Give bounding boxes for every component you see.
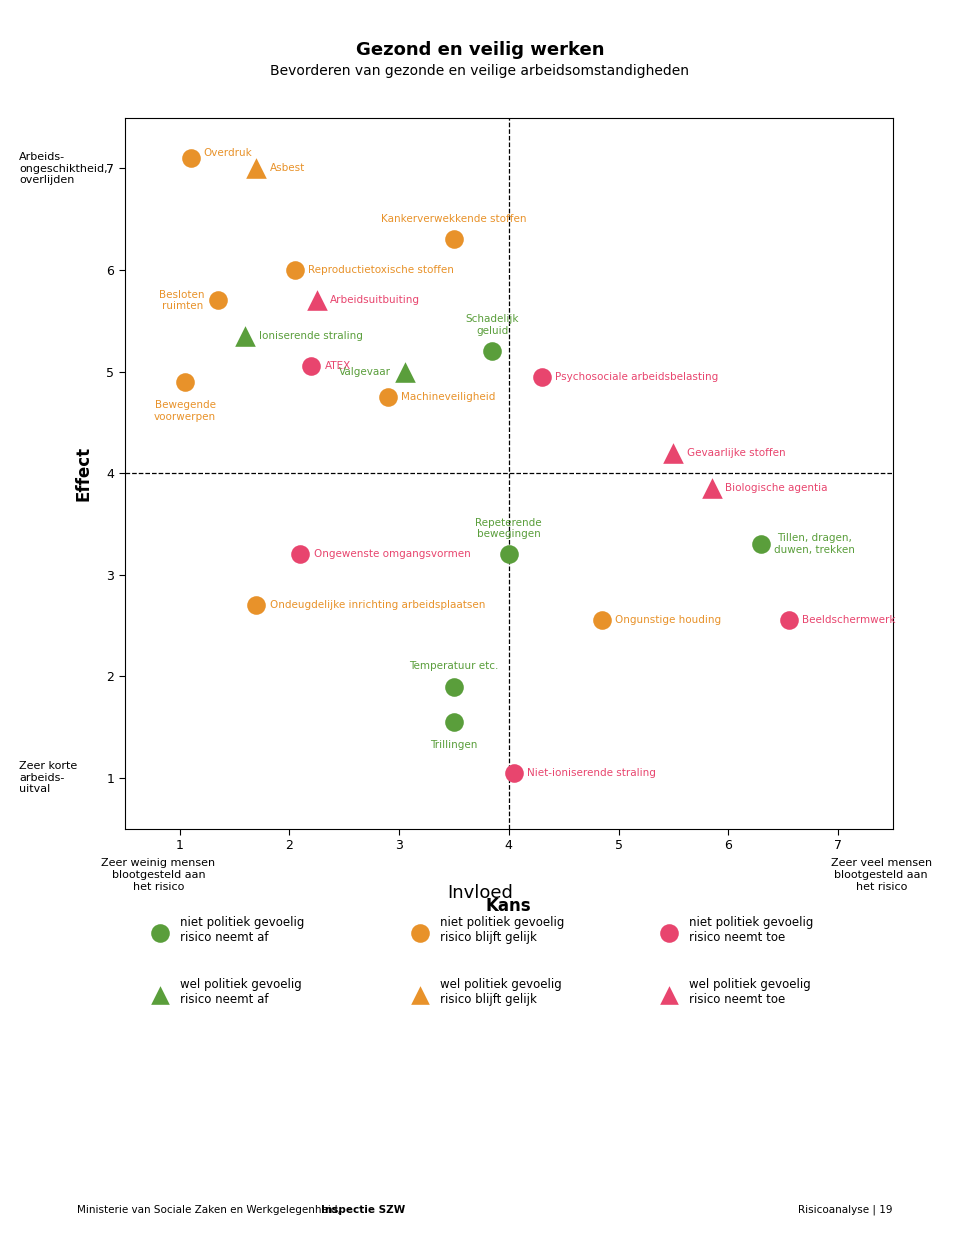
Point	[396, 361, 412, 381]
Point	[412, 923, 427, 943]
Text: Tillen, dragen,
duwen, trekken: Tillen, dragen, duwen, trekken	[775, 533, 855, 555]
Text: wel politiek gevoelig
risico neemt af: wel politiek gevoelig risico neemt af	[180, 978, 302, 1006]
Point	[153, 985, 168, 1004]
Point	[446, 713, 462, 732]
Point	[412, 985, 427, 1004]
Text: wel politiek gevoelig
risico blijft gelijk: wel politiek gevoelig risico blijft geli…	[440, 978, 562, 1006]
Text: Gezond en veilig werken: Gezond en veilig werken	[356, 41, 604, 59]
Text: Niet-ioniserende straling: Niet-ioniserende straling	[527, 768, 657, 778]
Point	[210, 291, 226, 310]
Point	[661, 985, 677, 1004]
Text: Valgevaar: Valgevaar	[340, 366, 392, 376]
Point	[534, 366, 549, 386]
Text: Besloten
ruimten: Besloten ruimten	[159, 289, 204, 312]
Text: Risicoanalyse | 19: Risicoanalyse | 19	[799, 1205, 893, 1215]
Point	[501, 544, 516, 564]
Text: Overdruk: Overdruk	[204, 148, 252, 158]
Text: Inspectie SZW: Inspectie SZW	[322, 1205, 406, 1215]
Point	[661, 923, 677, 943]
Text: Machineveiligheid: Machineveiligheid	[401, 392, 495, 402]
Point	[249, 595, 264, 615]
Text: Schadelijk
geluid: Schadelijk geluid	[466, 314, 519, 336]
Point	[754, 534, 769, 554]
Point	[446, 230, 462, 250]
Point	[153, 923, 168, 943]
Point	[704, 479, 719, 499]
Text: Kankerverwekkende stoffen: Kankerverwekkende stoffen	[381, 214, 527, 224]
Point	[293, 544, 308, 564]
Text: Psychosociale arbeidsbelasting: Psychosociale arbeidsbelasting	[555, 371, 718, 382]
Text: Repeterende
bewegingen: Repeterende bewegingen	[475, 517, 542, 539]
Text: Arbeidsuitbuiting: Arbeidsuitbuiting	[330, 296, 420, 306]
Text: Bewegende
voorwerpen: Bewegende voorwerpen	[155, 400, 216, 422]
Text: Temperatuur etc.: Temperatuur etc.	[409, 662, 498, 672]
Point	[287, 260, 302, 280]
Text: Ioniserende straling: Ioniserende straling	[258, 332, 363, 341]
Point	[249, 158, 264, 178]
Text: Ongewenste omgangsvormen: Ongewenste omgangsvormen	[314, 549, 470, 559]
Text: Gevaarlijke stoffen: Gevaarlijke stoffen	[686, 448, 785, 458]
Point	[446, 677, 462, 696]
Text: Zeer korte
arbeids-
uitval: Zeer korte arbeids- uitval	[19, 761, 78, 794]
Text: Arbeids-
ongeschiktheid,
overlijden: Arbeids- ongeschiktheid, overlijden	[19, 152, 108, 186]
Point	[380, 387, 396, 407]
Text: Reproductietoxische stoffen: Reproductietoxische stoffen	[308, 265, 454, 275]
Text: Beeldschermwerk: Beeldschermwerk	[802, 616, 896, 626]
Point	[665, 443, 681, 463]
Point	[178, 372, 193, 392]
Text: Invloed: Invloed	[447, 884, 513, 903]
Point	[183, 148, 199, 168]
Point	[594, 611, 610, 631]
Point	[303, 356, 319, 376]
Text: Zeer veel mensen
blootgesteld aan
het risico: Zeer veel mensen blootgesteld aan het ri…	[830, 858, 932, 892]
Text: niet politiek gevoelig
risico neemt af: niet politiek gevoelig risico neemt af	[180, 917, 305, 944]
Text: Asbest: Asbest	[270, 163, 305, 173]
Point	[309, 291, 324, 310]
Y-axis label: Effect: Effect	[75, 445, 92, 501]
X-axis label: Kans: Kans	[486, 897, 532, 914]
Text: Biologische agentia: Biologische agentia	[725, 484, 828, 494]
Text: niet politiek gevoelig
risico blijft gelijk: niet politiek gevoelig risico blijft gel…	[440, 917, 564, 944]
Point	[485, 341, 500, 361]
Point	[507, 763, 522, 783]
Text: Zeer weinig mensen
blootgesteld aan
het risico: Zeer weinig mensen blootgesteld aan het …	[102, 858, 215, 892]
Text: Ministerie van Sociale Zaken en Werkgelegenheid,: Ministerie van Sociale Zaken en Werkgele…	[77, 1205, 344, 1215]
Text: Trillingen: Trillingen	[430, 741, 478, 751]
Point	[238, 327, 253, 346]
Text: niet politiek gevoelig
risico neemt toe: niet politiek gevoelig risico neemt toe	[689, 917, 814, 944]
Text: wel politiek gevoelig
risico neemt toe: wel politiek gevoelig risico neemt toe	[689, 978, 811, 1006]
Text: Ongunstige houding: Ongunstige houding	[615, 616, 721, 626]
Text: Bevorderen van gezonde en veilige arbeidsomstandigheden: Bevorderen van gezonde en veilige arbeid…	[271, 64, 689, 78]
Text: Ondeugdelijke inrichting arbeidsplaatsen: Ondeugdelijke inrichting arbeidsplaatsen	[270, 600, 485, 610]
Text: ATEX: ATEX	[324, 361, 350, 371]
Point	[780, 611, 796, 631]
